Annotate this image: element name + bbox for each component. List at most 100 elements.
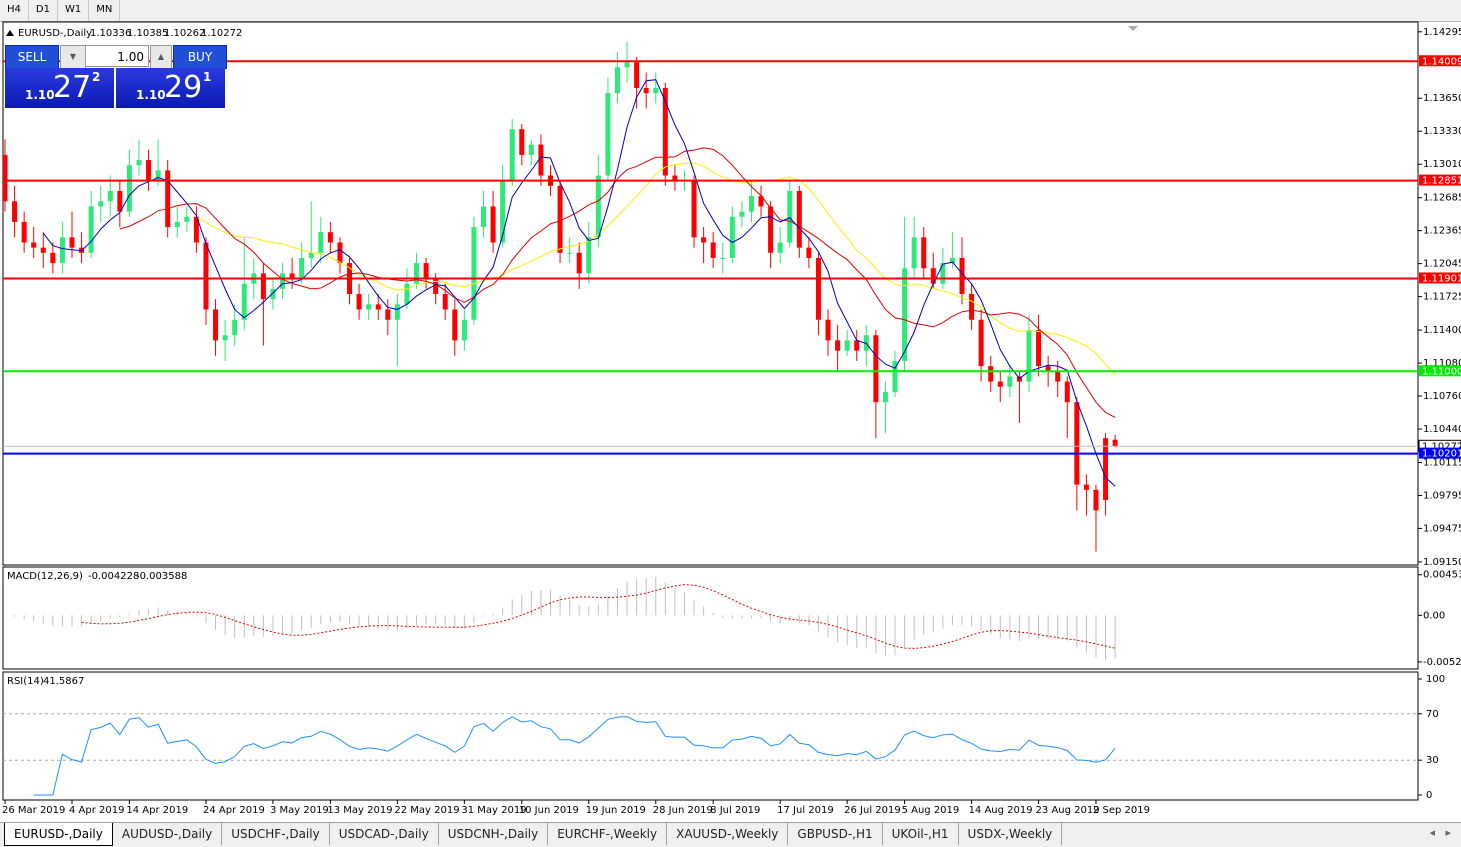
y-tick-label: 1.11725 [1423, 292, 1461, 303]
candle-body [385, 309, 391, 320]
candle-body [433, 278, 439, 295]
lot-input[interactable]: 1.00 [85, 45, 149, 67]
level-label-box [1419, 55, 1461, 67]
level-label: 1.11901 [1422, 273, 1461, 284]
candle-body [902, 268, 908, 361]
ma-medium [119, 147, 1116, 418]
candle-body [222, 335, 228, 341]
buy-button[interactable]: BUY [173, 45, 227, 69]
x-tick-label: 26 Jul 2019 [844, 805, 901, 816]
candle-body [98, 201, 104, 207]
candle-body [126, 165, 132, 212]
candle-body [614, 67, 620, 94]
chart-tab[interactable]: GBPUSD-,H1 [788, 823, 883, 845]
candle-body [490, 206, 496, 243]
timeframe-button[interactable]: MN [89, 0, 121, 21]
lot-down[interactable]: ▼ [60, 45, 86, 69]
candle-body [174, 221, 180, 228]
candle-body [672, 175, 678, 181]
candle-body [739, 211, 745, 217]
chart-tab[interactable]: EURCHF-,Weekly [548, 823, 668, 845]
candle-body [643, 87, 649, 94]
sell-quote[interactable]: 1.10 27 2 [5, 68, 114, 108]
candle-body [136, 160, 142, 166]
candle-body [969, 294, 975, 320]
candle-body [1026, 330, 1032, 382]
candle-body [1093, 489, 1099, 511]
buy-prefix: 1.10 [136, 88, 166, 102]
y-tick-label: 1.14295 [1423, 27, 1461, 38]
candle-body [1007, 376, 1013, 387]
candle-body [59, 237, 65, 264]
candle-body [366, 304, 372, 310]
x-tick-label: 23 Aug 2019 [1036, 805, 1100, 816]
y-tick-label: 1.09795 [1423, 490, 1461, 501]
candle-body [701, 237, 707, 243]
level-label-box [1419, 447, 1461, 459]
x-tick-label: 14 Apr 2019 [126, 805, 188, 816]
candle-body [748, 196, 754, 212]
candle-body [729, 216, 735, 258]
x-tick-label: 4 Apr 2019 [69, 805, 124, 816]
candle-body [710, 242, 716, 258]
timeframe-button[interactable]: D1 [29, 0, 58, 21]
candle-body [31, 242, 37, 248]
tab-scroll[interactable]: ◂ ▸ [1429, 826, 1451, 839]
candle-body [528, 144, 534, 155]
y-tick-label: 1.13010 [1423, 159, 1461, 170]
y-tick-label: 1.11080 [1423, 358, 1461, 369]
chart-tab[interactable]: USDCHF-,Daily [222, 823, 330, 845]
main-frame [2, 21, 1419, 566]
x-tick-label: 8 Jul 2019 [710, 805, 760, 816]
rsi-line [33, 716, 1116, 796]
chart-tab[interactable]: USDCNH-,Daily [439, 823, 549, 845]
rsi-value: 41.5867 [43, 676, 84, 687]
x-tick-label: 24 Apr 2019 [203, 805, 265, 816]
chart-tab[interactable]: USDCAD-,Daily [330, 823, 439, 845]
sell-button[interactable]: SELL [5, 45, 59, 69]
macd-main: -0.004228 [88, 571, 139, 582]
candle-body [50, 252, 56, 264]
candle-body [12, 201, 18, 222]
chart-tab[interactable]: AUDUSD-,Daily [113, 823, 223, 845]
candle-body [892, 360, 898, 392]
candle-body [193, 216, 199, 243]
candle-body [796, 190, 802, 248]
rsi-plot [3, 713, 1418, 796]
chart-tab[interactable]: EURUSD-,Daily [4, 823, 113, 846]
candle-body [280, 273, 286, 289]
chart-tab[interactable]: UKOil-,H1 [883, 823, 959, 845]
timeframe-button[interactable]: W1 [58, 0, 90, 21]
lot-up[interactable]: ▲ [150, 45, 172, 69]
chart-tab[interactable]: XAUUSD-,Weekly [667, 823, 789, 845]
buy-quote[interactable]: 1.10 29 1 [116, 68, 225, 108]
candle-body [213, 309, 219, 341]
candle-body [414, 263, 420, 284]
x-tick-label: 10 Jun 2019 [519, 805, 579, 816]
candle-body [241, 283, 247, 320]
candle-body [1112, 439, 1118, 447]
y-tick-label: 1.11400 [1423, 325, 1461, 336]
chart-tab[interactable]: USDX-,Weekly [959, 823, 1063, 845]
candle-body [576, 252, 582, 274]
candle-body [1074, 402, 1080, 485]
rsi-frame [2, 671, 1419, 801]
chart-tabs: EURUSD-,Daily AUDUSD-,Daily USDCHF-,Daily U… [0, 822, 1461, 847]
y-tick-label: 1.12365 [1423, 226, 1461, 237]
buy-fraction: 1 [203, 70, 212, 84]
y-tick-label: 1.12045 [1423, 259, 1461, 270]
ohlc-close: 1.10272 [201, 28, 242, 39]
candle-body [21, 221, 27, 243]
timeframe-button[interactable]: H4 [0, 0, 29, 21]
ohlc-high: 1.10385 [127, 28, 168, 39]
candle-body [873, 335, 879, 403]
x-tick-label: 2 Sep 2019 [1093, 805, 1150, 816]
rsi-title: RSI(14) [7, 676, 44, 687]
candle-body [375, 304, 381, 310]
candle-body [835, 340, 841, 351]
macd-tick-label: -0.005205 [1423, 657, 1461, 668]
candle-body [423, 263, 429, 279]
candle-body [318, 232, 324, 253]
candle-body [1055, 371, 1061, 382]
candle-body [911, 237, 917, 269]
